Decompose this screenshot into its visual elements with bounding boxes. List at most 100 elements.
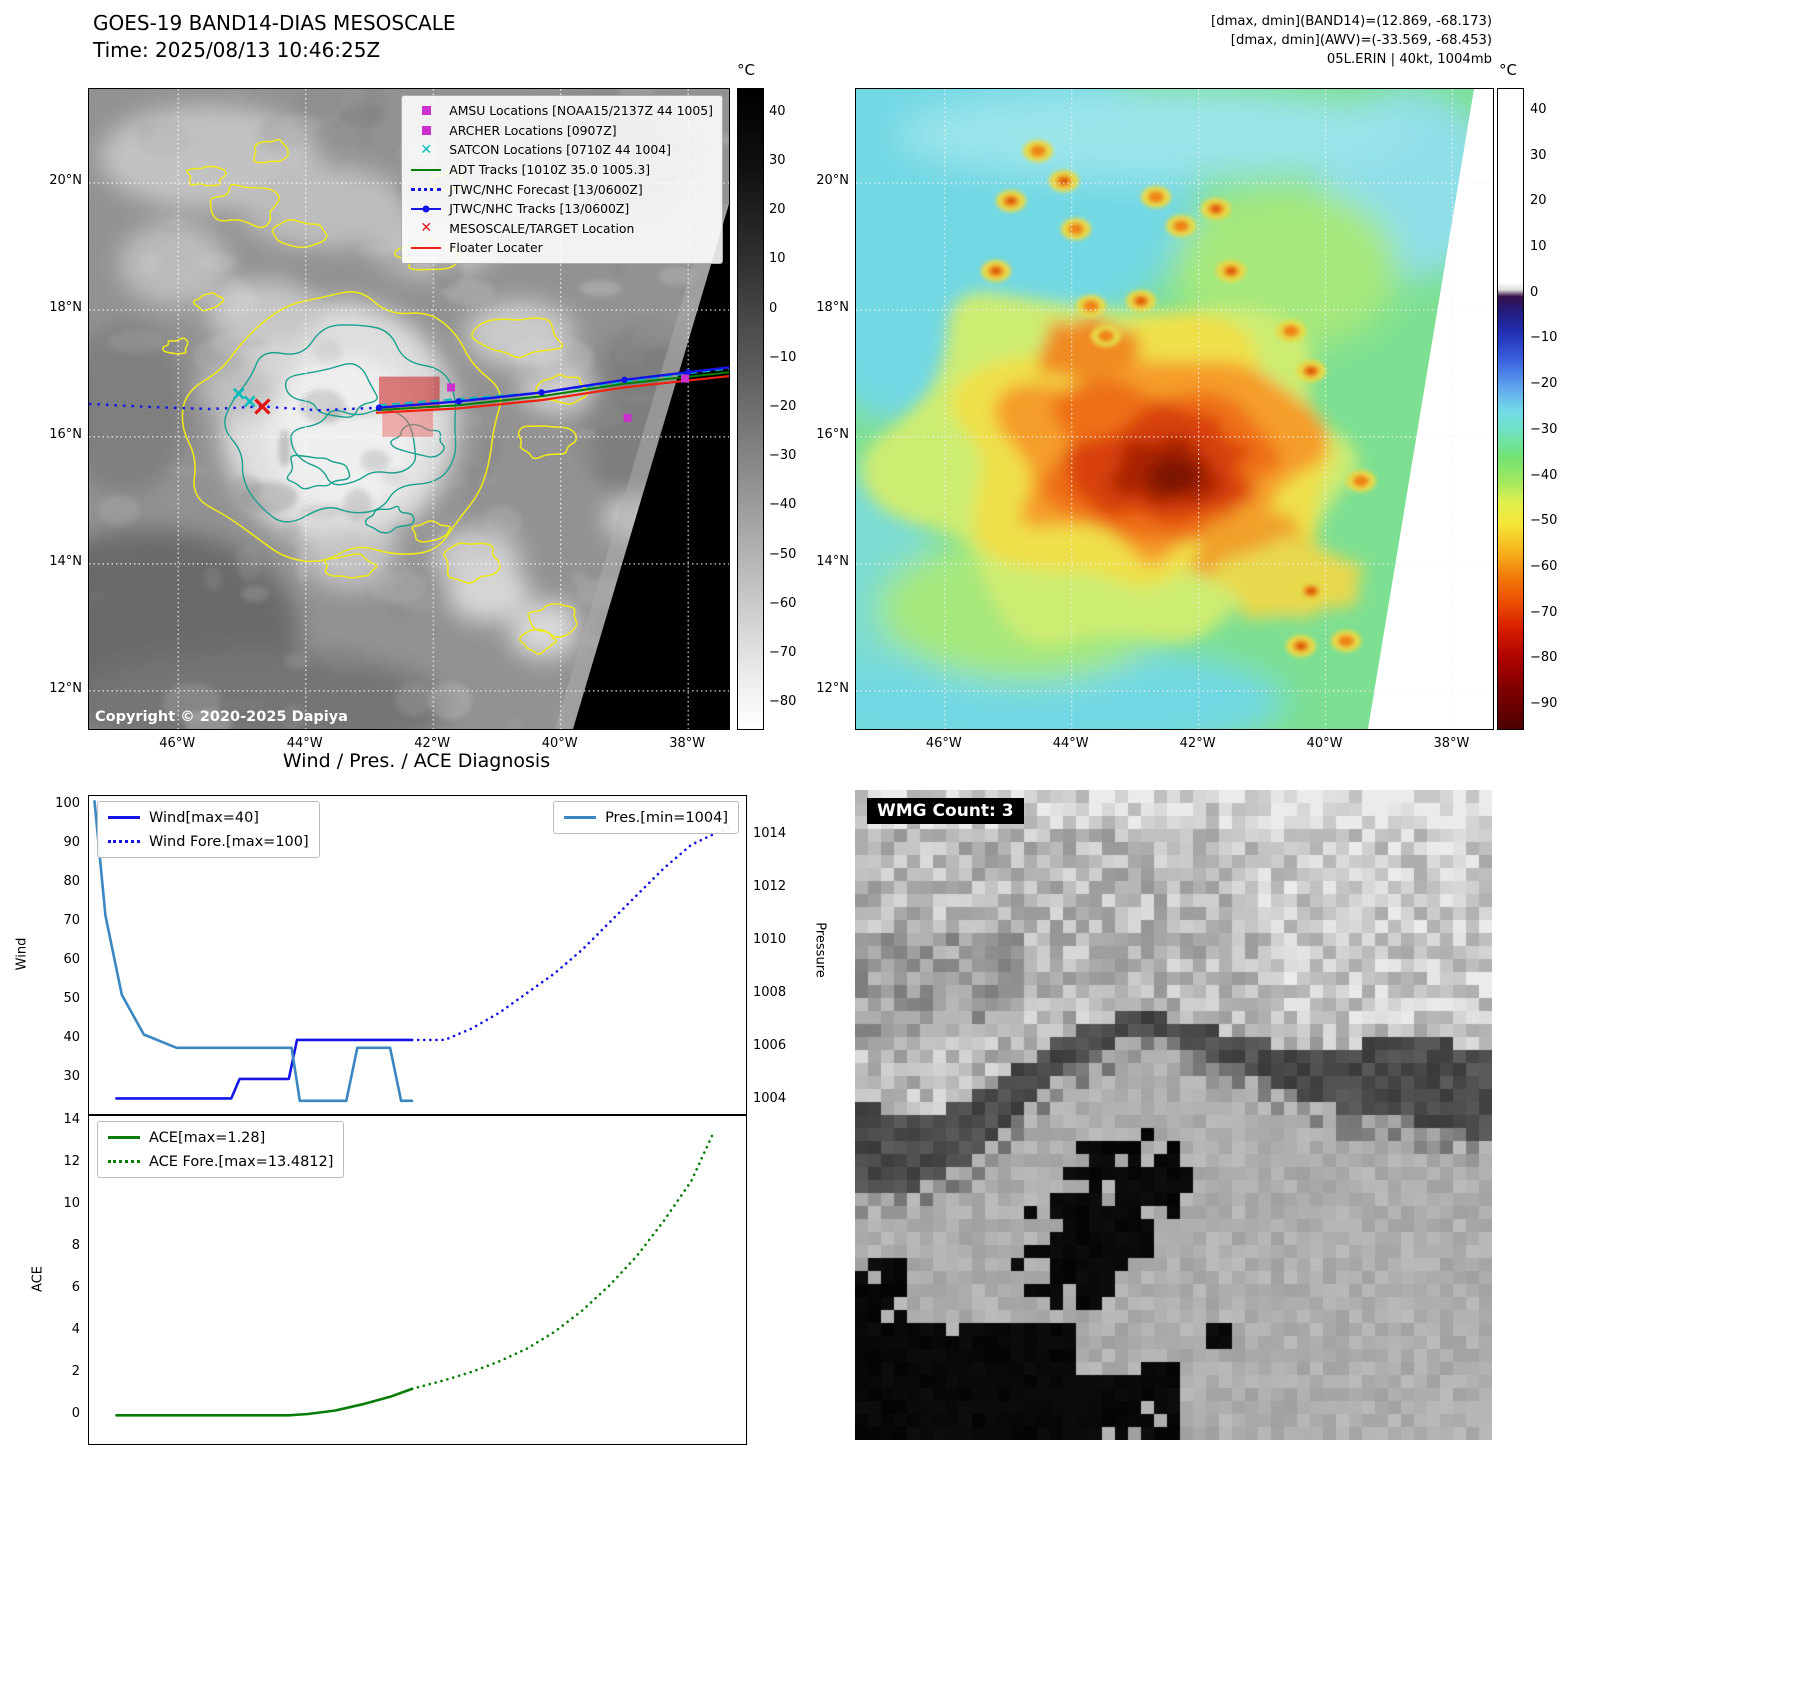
series-line [93, 800, 414, 1103]
legend-item: ARCHER Locations [0907Z] [411, 121, 713, 141]
chart-legend-label: Pres.[min=1004] [605, 809, 728, 826]
series-line [115, 1387, 414, 1417]
colorbar-tick-label: −90 [1530, 696, 1558, 712]
legend-item-label: SATCON Locations [0710Z 44 1004] [449, 142, 671, 158]
lon-tick-label: 44°W [1052, 736, 1089, 751]
dotted-icon [411, 187, 442, 191]
y-tick-label: 14 [63, 1112, 80, 1128]
colorbar-tick-label: 10 [1530, 239, 1547, 254]
chart-legend-item: ACE[max=1.28] [108, 1127, 333, 1148]
lon-tick-label: 44°W [286, 736, 323, 751]
dotted-swatch [411, 187, 442, 191]
lat-tick-label: 12°N [816, 680, 849, 696]
colorbar-tick-label: −80 [769, 694, 797, 710]
colorbar-tick-label: −80 [1530, 650, 1558, 666]
colorbar-tick-label: 40 [1530, 101, 1547, 117]
map-legend: AMSU Locations [NOAA15/2137Z 44 1005] ARC… [401, 95, 723, 264]
line-dot-icon [411, 205, 442, 213]
legend-item: ADT Tracks [1010Z 35.0 1005.3] [411, 160, 713, 180]
colorbar-unit-left: °C [737, 61, 755, 79]
lon-tick-label: 38°W [1433, 736, 1470, 751]
legend-item: JTWC/NHC Forecast [13/0600Z] [411, 179, 713, 199]
line-swatch [411, 168, 442, 171]
lon-tick-label: 40°W [541, 736, 578, 751]
y-tick-label: 1012 [753, 878, 787, 894]
y-tick-label: 1006 [753, 1037, 787, 1053]
line-swatch [411, 246, 442, 249]
lat-tick-label: 20°N [49, 172, 82, 188]
grayscale-colorbar [737, 88, 764, 730]
lon-tick-label: 46°W [925, 736, 962, 751]
colorbar-tick-label: 20 [769, 202, 786, 218]
lon-tick-label: 46°W [159, 736, 196, 751]
legend-item-label: JTWC/NHC Tracks [13/0600Z] [449, 201, 630, 217]
colorbar-tick-label: −30 [769, 448, 797, 464]
chart-legend-item: ACE Fore.[max=13.4812] [108, 1151, 333, 1172]
y-tick-label: 90 [63, 834, 80, 850]
y-tick-label: 70 [63, 912, 80, 928]
legend-swatch [564, 816, 597, 819]
colorbar-tick-label: −40 [769, 497, 797, 513]
legend-item-label: MESOSCALE/TARGET Location [449, 220, 635, 236]
chart-legend-label: Wind Fore.[max=100] [149, 833, 309, 850]
lat-tick-label: 12°N [49, 680, 82, 696]
wind-legend: Wind[max=40] Wind Fore.[max=100] [97, 801, 320, 858]
band14-satellite-map: AMSU Locations [NOAA15/2137Z 44 1005] ARC… [88, 88, 730, 730]
legend-item-label: ARCHER Locations [0907Z] [449, 122, 617, 138]
y-tick-label: 60 [63, 951, 80, 967]
y-tick-label: 8 [71, 1238, 80, 1254]
y-tick-label: 30 [63, 1068, 80, 1084]
lon-tick-label: 38°W [669, 736, 706, 751]
lat-tick-label: 18°N [816, 299, 849, 315]
diagnosis-title: Wind / Pres. / ACE Diagnosis [282, 750, 551, 772]
colorbar-tick-label: −60 [1530, 559, 1558, 574]
line-icon [411, 168, 442, 171]
y-tick-label: 0 [71, 1405, 80, 1421]
dot-marker [422, 205, 430, 213]
page-title: GOES-19 BAND14-DIAS MESOSCALE [93, 11, 456, 35]
lon-tick-label: 40°W [1306, 736, 1343, 751]
y-tick-label: 10 [63, 1196, 80, 1212]
colorbar-tick-label: 30 [1530, 147, 1547, 163]
chart-legend-item: Wind[max=40] [108, 807, 309, 828]
square-marker [421, 106, 431, 116]
colorbar-tick-label: −30 [1530, 421, 1558, 437]
y-tick-label: 40 [63, 1029, 80, 1045]
colorbar-tick-label: 20 [1530, 193, 1547, 209]
legend-item-label: JTWC/NHC Forecast [13/0600Z] [449, 181, 643, 197]
colorbar-unit-right: °C [1499, 61, 1517, 79]
legend-item: JTWC/NHC Tracks [13/0600Z] [411, 199, 713, 219]
colorbar-tick-label: −10 [769, 349, 797, 365]
pressure-legend: Pres.[min=1004] [553, 801, 739, 834]
square-icon [411, 106, 441, 116]
awv-map-image [856, 89, 1493, 729]
colorbar-tick-label: 0 [1530, 284, 1539, 300]
y-tick-label: 6 [71, 1279, 80, 1295]
line-icon [411, 246, 442, 249]
awv-satellite-map [855, 88, 1494, 730]
lon-tick-label: 42°W [1179, 736, 1216, 751]
legend-swatch [108, 816, 140, 819]
legend-item: ✕ MESOSCALE/TARGET Location [411, 219, 713, 239]
y-tick-label: 1014 [753, 825, 787, 841]
legend-item: ✕ SATCON Locations [0710Z 44 1004] [411, 140, 713, 160]
copyright-text: Copyright © 2020-2025 Dapiya [95, 709, 348, 725]
colorbar-tick-label: −50 [1530, 513, 1558, 529]
y-tick-label: 4 [71, 1321, 80, 1337]
legend-swatch [108, 1160, 140, 1163]
square-marker [421, 125, 431, 135]
legend-item: Floater Locater [411, 238, 713, 258]
lat-tick-label: 20°N [816, 172, 849, 188]
y-tick-label: 12 [63, 1154, 80, 1170]
chart-legend-label: ACE Fore.[max=13.4812] [149, 1153, 334, 1170]
colorbar-tick-label: −40 [1530, 467, 1558, 483]
legend-item: AMSU Locations [NOAA15/2137Z 44 1005] [411, 101, 713, 121]
stats-header: [dmax, dmin](BAND14)=(12.869, -68.173) [d… [905, 12, 1492, 69]
lat-tick-label: 16°N [816, 426, 849, 442]
legend-swatch [108, 840, 140, 843]
colorbar-tick-label: −60 [769, 595, 797, 611]
y-tick-label: 100 [55, 795, 80, 811]
x-icon: ✕ [420, 220, 433, 237]
y-tick-label: 1008 [753, 984, 787, 1000]
